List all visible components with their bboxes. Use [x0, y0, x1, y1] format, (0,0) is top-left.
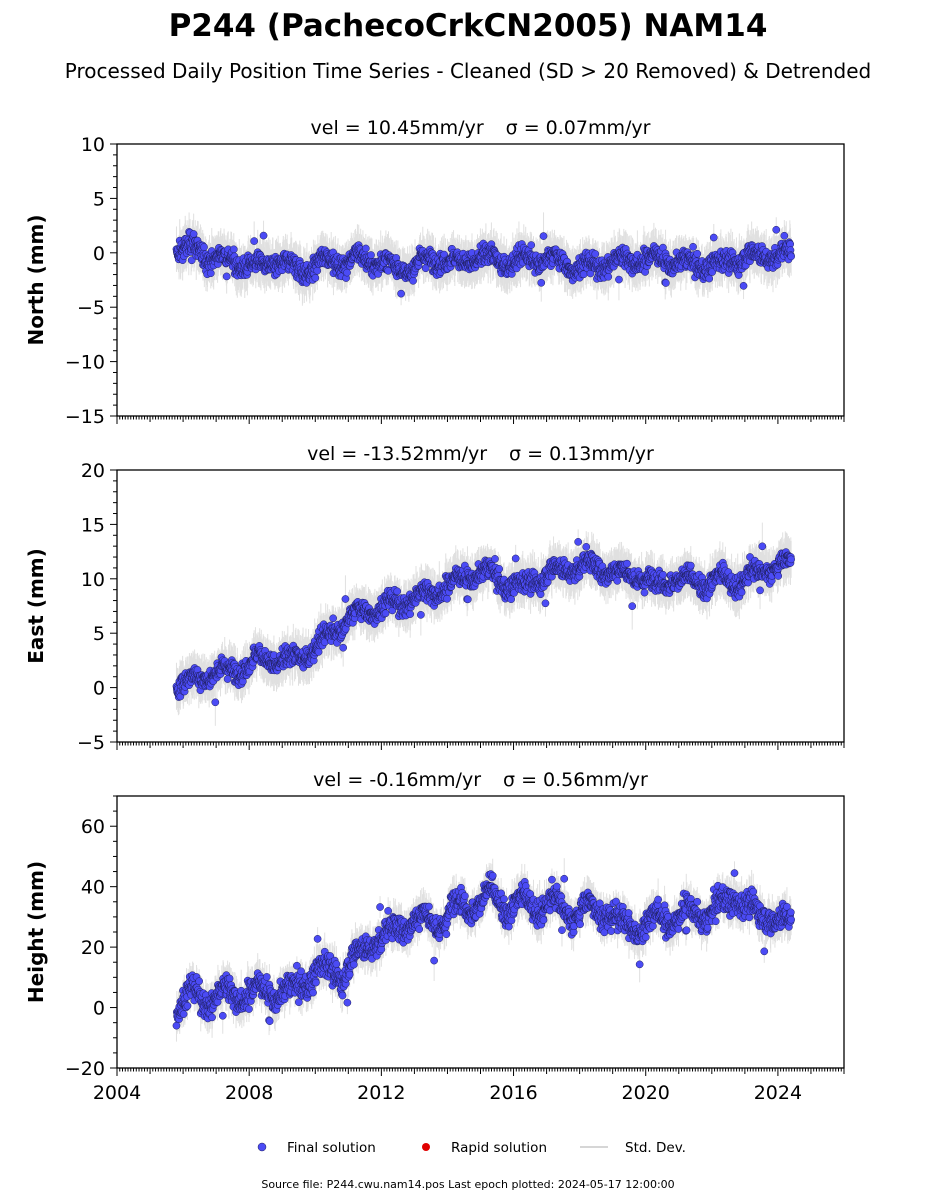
- panel-title-north: vel = 10.45mm/yr σ = 0.07mm/yr: [311, 117, 651, 139]
- data-point: [397, 289, 405, 298]
- data-point: [343, 268, 351, 277]
- data-point: [537, 278, 546, 287]
- y-tick-label: −15: [65, 406, 105, 428]
- data-point: [206, 269, 215, 278]
- y-axis-label-east: East (mm): [24, 548, 48, 664]
- data-point: [259, 231, 268, 240]
- data-point: [787, 252, 795, 261]
- data-point: [200, 243, 208, 251]
- data-point: [615, 275, 623, 284]
- panel-north: vel = 10.45mm/yr σ = 0.07mm/yr North (mm) 1…: [24, 117, 845, 428]
- data-point: [311, 274, 320, 282]
- y-tick-label: 0: [93, 243, 105, 265]
- y-tick-label: −10: [65, 352, 105, 374]
- data-point: [591, 250, 600, 258]
- figure-subtitle: Processed Daily Position Time Series - C…: [65, 59, 871, 83]
- data-point: [772, 225, 781, 234]
- y-tick-label: 5: [93, 188, 105, 210]
- data-point: [662, 279, 670, 287]
- data-point: [527, 241, 536, 249]
- figure-title: P244 (PachecoCrkCN2005) NAM14: [169, 8, 768, 44]
- data-point: [709, 233, 718, 242]
- data-point: [313, 266, 322, 275]
- y-tick-label: 10: [81, 134, 105, 156]
- data-point: [367, 251, 375, 259]
- final-solution-points-north: [172, 225, 795, 298]
- data-point: [409, 276, 417, 285]
- data-point: [222, 272, 231, 281]
- data-point: [189, 230, 198, 238]
- std-dev-bars-east: [175, 522, 792, 726]
- panels: vel = 10.45mm/yr σ = 0.07mm/yr North (mm) 1…: [24, 117, 845, 1104]
- y-tick-label: −5: [77, 297, 105, 319]
- data-point: [693, 249, 702, 258]
- data-point: [689, 242, 697, 251]
- data-point: [539, 232, 548, 240]
- y-axis-label-north: North (mm): [24, 214, 48, 345]
- data-point: [705, 274, 714, 283]
- plot-area-east: [172, 522, 795, 726]
- data-point: [250, 237, 259, 245]
- data-point: [361, 244, 370, 253]
- data-point: [739, 281, 748, 290]
- data-point: [708, 268, 717, 276]
- data-point: [780, 231, 789, 240]
- data-point: [604, 272, 613, 281]
- data-point: [229, 245, 238, 254]
- panel-title-east: vel = -13.52mm/yr σ = 0.13mm/yr: [307, 443, 654, 465]
- plot-area-north: [172, 212, 795, 306]
